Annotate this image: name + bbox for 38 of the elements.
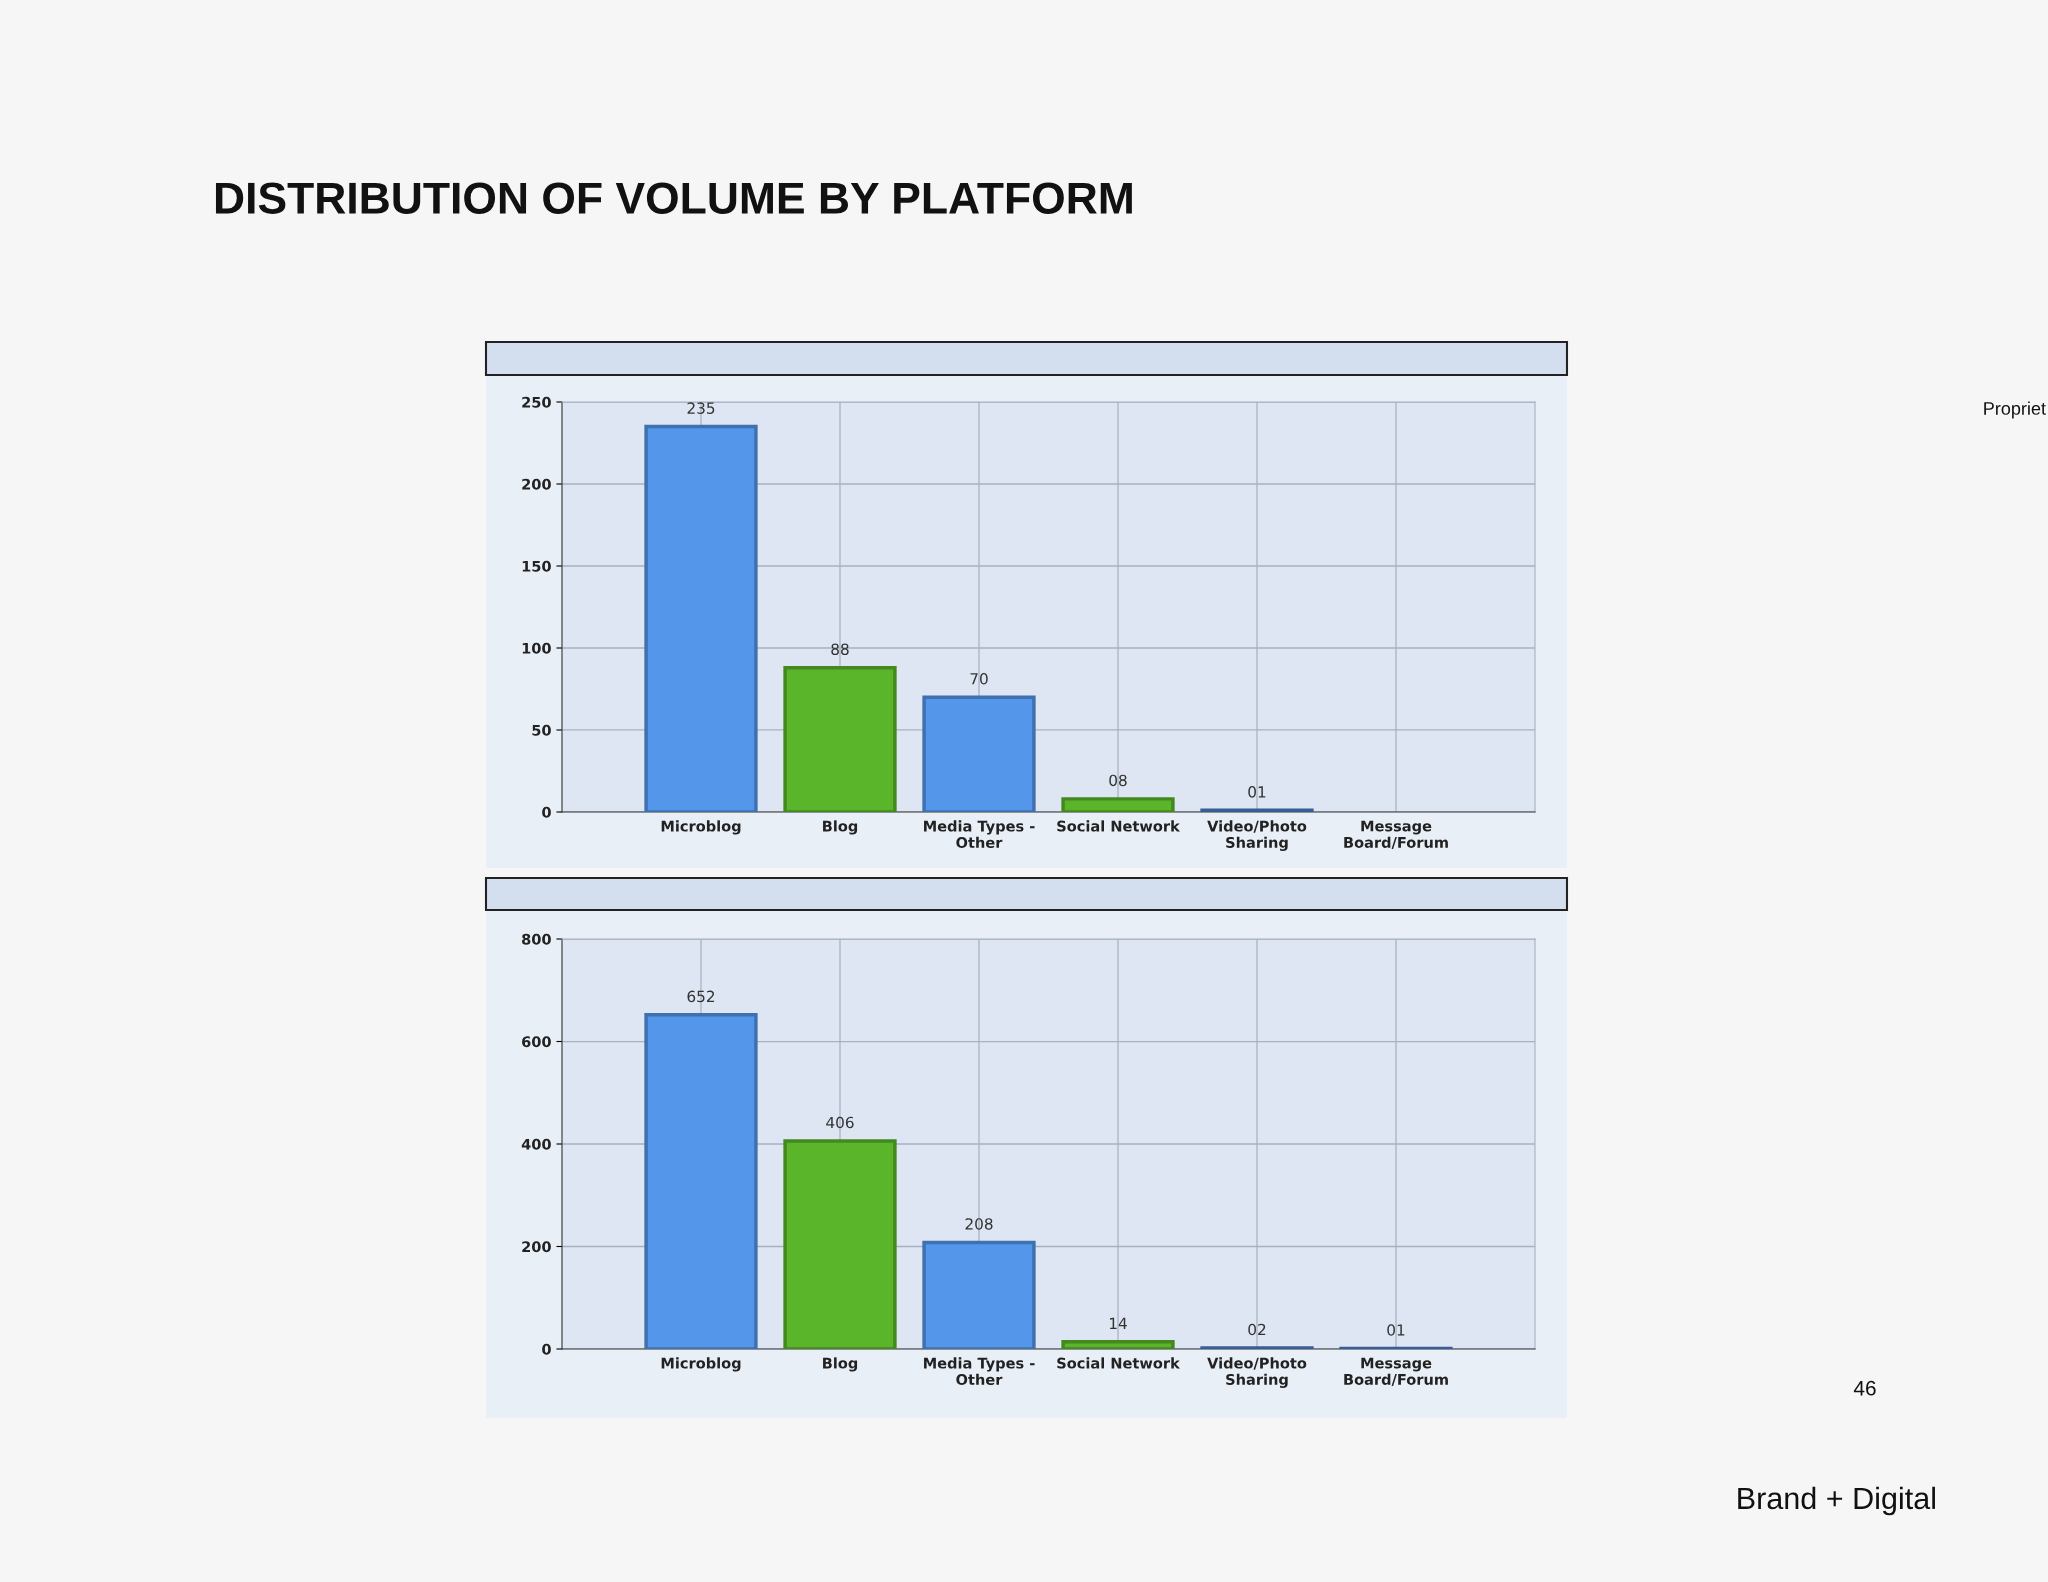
y-tick-label: 150 — [522, 560, 551, 572]
text: Brand + Digital — [1738, 1486, 1935, 1516]
x-tick-label: Social Network — [1057, 1357, 1181, 1369]
text: 46 — [1853, 1380, 1876, 1396]
x-tick-label: Microblog — [661, 1357, 741, 1372]
y-tick-label: 200 — [522, 1241, 551, 1253]
data-label: 01 — [1248, 786, 1266, 798]
x-tick-label: Message Board/Forum — [1344, 820, 1448, 850]
data-label: 02 — [1248, 1323, 1266, 1336]
y-tick-label: 400 — [521, 1138, 551, 1150]
data-label: 70 — [970, 672, 988, 685]
x-tick-label: Social Network — [1057, 820, 1181, 832]
y-tick-label: 0 — [542, 1343, 551, 1355]
data-label: 235 — [687, 402, 715, 414]
y-tick-label: 200 — [522, 478, 551, 490]
data-label: 406 — [826, 1116, 854, 1129]
data-label: 14 — [1109, 1317, 1127, 1329]
x-tick-label: Media Types - Other — [924, 820, 1035, 849]
data-label: 08 — [1109, 774, 1127, 787]
y-tick-label: 100 — [522, 642, 551, 654]
y-tick-label: 0 — [542, 806, 551, 818]
data-label: 652 — [687, 990, 715, 1003]
data-label: 208 — [965, 1218, 993, 1230]
y-tick-label: 600 — [522, 1036, 551, 1048]
y-tick-label: 50 — [532, 724, 551, 736]
y-tick-label: 250 — [522, 396, 551, 408]
x-tick-label: Microblog — [661, 820, 741, 835]
chart-title: DISTRIBUTION OF VOLUME BY PLATFORM — [215, 182, 1132, 214]
text: Propriet — [1984, 401, 2046, 419]
x-tick-label: Video/Photo Sharing — [1207, 1357, 1307, 1388]
data-label: 88 — [831, 643, 849, 655]
x-tick-label: Message Board/Forum — [1344, 1357, 1448, 1387]
x-tick-label: Blog — [823, 820, 858, 835]
x-tick-label: Media Types - Other — [924, 1357, 1035, 1386]
x-tick-label: Blog — [823, 1357, 858, 1372]
y-tick-label: 800 — [522, 933, 551, 945]
x-tick-label: Video/Photo Sharing — [1207, 820, 1307, 851]
data-label: 01 — [1387, 1324, 1405, 1336]
